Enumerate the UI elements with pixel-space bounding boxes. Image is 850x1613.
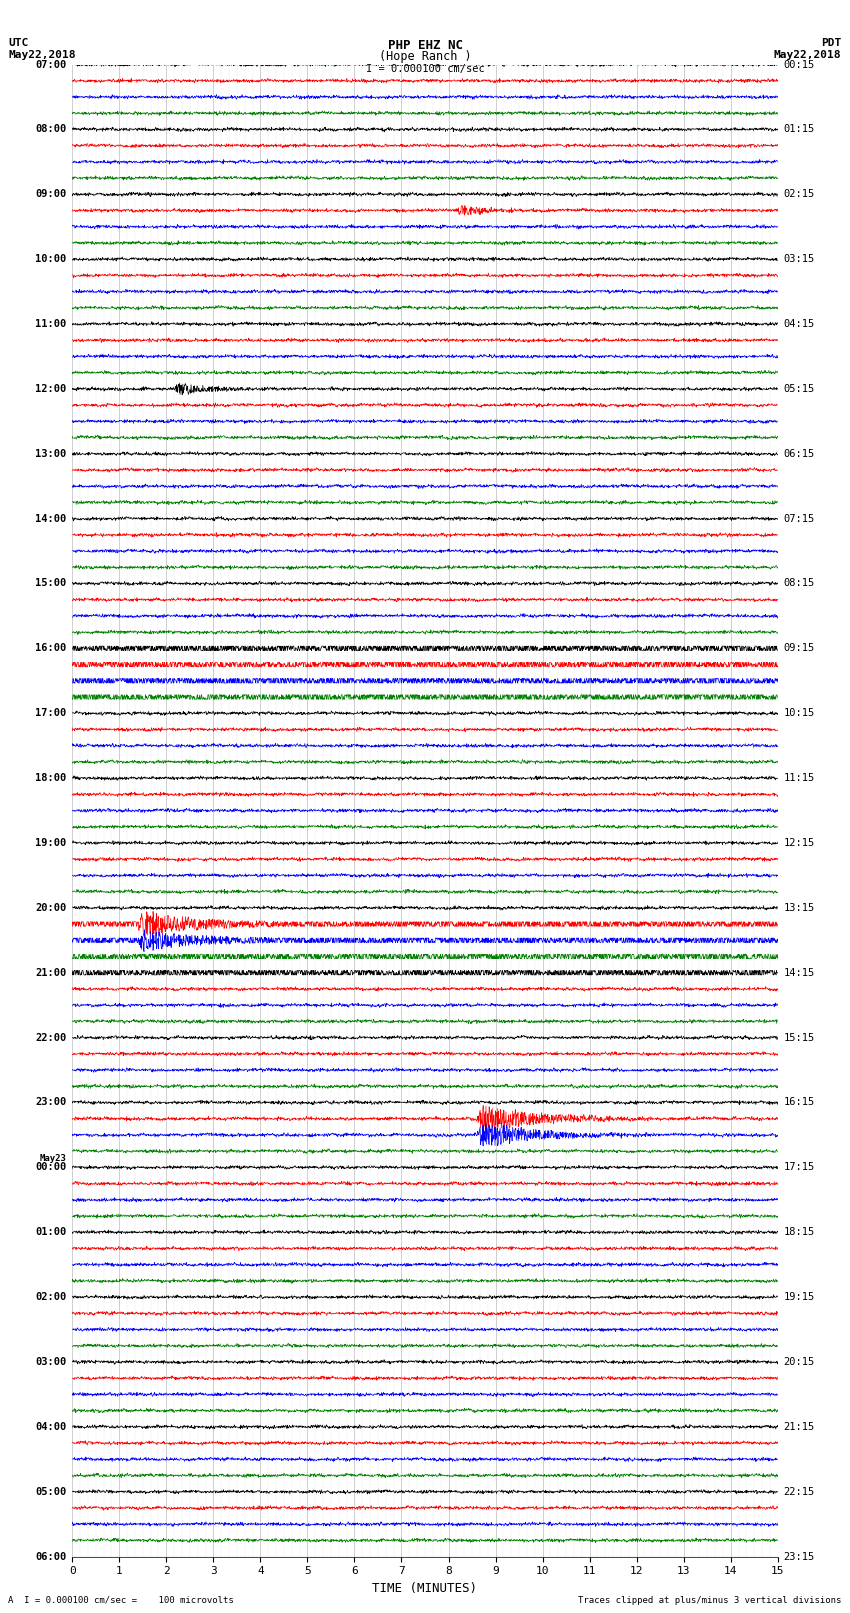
- Text: UTC: UTC: [8, 39, 29, 48]
- Text: 14:15: 14:15: [784, 968, 814, 977]
- Text: 21:15: 21:15: [784, 1421, 814, 1432]
- Text: 06:00: 06:00: [36, 1552, 66, 1561]
- Text: 05:00: 05:00: [36, 1487, 66, 1497]
- Text: 01:00: 01:00: [36, 1227, 66, 1237]
- Text: PDT: PDT: [821, 39, 842, 48]
- Text: May22,2018: May22,2018: [774, 50, 842, 60]
- Text: PHP EHZ NC: PHP EHZ NC: [388, 39, 462, 52]
- Text: 22:15: 22:15: [784, 1487, 814, 1497]
- Text: 23:15: 23:15: [784, 1552, 814, 1561]
- Text: 08:15: 08:15: [784, 579, 814, 589]
- Text: 18:00: 18:00: [36, 773, 66, 782]
- Text: 02:15: 02:15: [784, 189, 814, 200]
- Text: 00:15: 00:15: [784, 60, 814, 69]
- Text: 09:15: 09:15: [784, 644, 814, 653]
- Text: 07:00: 07:00: [36, 60, 66, 69]
- X-axis label: TIME (MINUTES): TIME (MINUTES): [372, 1582, 478, 1595]
- Text: 06:15: 06:15: [784, 448, 814, 458]
- Text: 04:00: 04:00: [36, 1421, 66, 1432]
- Text: 02:00: 02:00: [36, 1292, 66, 1302]
- Text: 20:15: 20:15: [784, 1357, 814, 1366]
- Text: 15:00: 15:00: [36, 579, 66, 589]
- Text: 11:15: 11:15: [784, 773, 814, 782]
- Text: Traces clipped at plus/minus 3 vertical divisions: Traces clipped at plus/minus 3 vertical …: [578, 1595, 842, 1605]
- Text: 17:15: 17:15: [784, 1163, 814, 1173]
- Text: 10:00: 10:00: [36, 255, 66, 265]
- Text: 05:15: 05:15: [784, 384, 814, 394]
- Text: 13:15: 13:15: [784, 903, 814, 913]
- Text: 07:15: 07:15: [784, 513, 814, 524]
- Text: 12:00: 12:00: [36, 384, 66, 394]
- Text: 14:00: 14:00: [36, 513, 66, 524]
- Text: 22:00: 22:00: [36, 1032, 66, 1042]
- Text: 18:15: 18:15: [784, 1227, 814, 1237]
- Text: 21:00: 21:00: [36, 968, 66, 977]
- Text: 12:15: 12:15: [784, 839, 814, 848]
- Text: 11:00: 11:00: [36, 319, 66, 329]
- Text: 16:00: 16:00: [36, 644, 66, 653]
- Text: 09:00: 09:00: [36, 189, 66, 200]
- Text: 10:15: 10:15: [784, 708, 814, 718]
- Text: 19:00: 19:00: [36, 839, 66, 848]
- Text: May22,2018: May22,2018: [8, 50, 76, 60]
- Text: 19:15: 19:15: [784, 1292, 814, 1302]
- Text: I = 0.000100 cm/sec: I = 0.000100 cm/sec: [366, 65, 484, 74]
- Text: May23: May23: [40, 1153, 66, 1163]
- Text: 04:15: 04:15: [784, 319, 814, 329]
- Text: 17:00: 17:00: [36, 708, 66, 718]
- Text: 00:00: 00:00: [36, 1163, 66, 1173]
- Text: 15:15: 15:15: [784, 1032, 814, 1042]
- Text: 16:15: 16:15: [784, 1097, 814, 1108]
- Text: 08:00: 08:00: [36, 124, 66, 134]
- Text: A  I = 0.000100 cm/sec =    100 microvolts: A I = 0.000100 cm/sec = 100 microvolts: [8, 1595, 235, 1605]
- Text: 01:15: 01:15: [784, 124, 814, 134]
- Text: 03:00: 03:00: [36, 1357, 66, 1366]
- Text: 20:00: 20:00: [36, 903, 66, 913]
- Text: 13:00: 13:00: [36, 448, 66, 458]
- Text: 23:00: 23:00: [36, 1097, 66, 1108]
- Text: (Hope Ranch ): (Hope Ranch ): [379, 50, 471, 63]
- Text: 03:15: 03:15: [784, 255, 814, 265]
